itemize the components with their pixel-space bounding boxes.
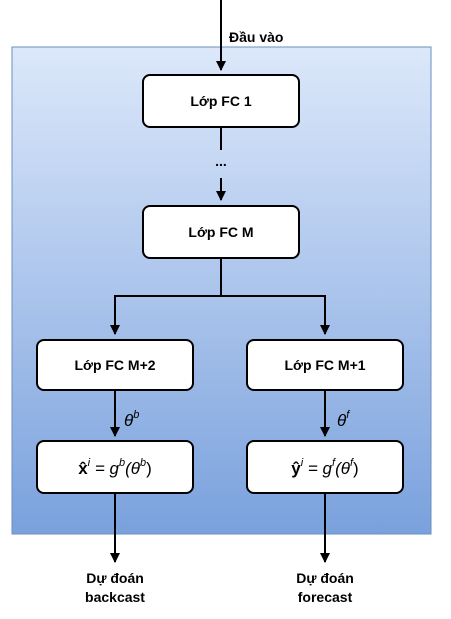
backcast-output-line1: Dự đoán <box>86 570 144 586</box>
forecast-output-line1: Dự đoán <box>296 570 354 586</box>
backcast-output-line2: backcast <box>85 589 145 605</box>
fc-layer-1-label: Lớp FC 1 <box>190 93 251 109</box>
backcast-formula: x̂i = gb(θb) <box>78 457 152 478</box>
fc-layer-m2-label: Lớp FC M+2 <box>74 357 155 373</box>
ellipsis-label: ... <box>215 153 227 169</box>
input-label: Đầu vào <box>229 29 283 45</box>
forecast-output-line2: forecast <box>298 589 353 605</box>
theta-f-label: θf <box>337 409 350 430</box>
forecast-formula: ŷi = gf(θf) <box>291 457 358 478</box>
fc-layer-m-label: Lớp FC M <box>188 224 253 240</box>
fc-layer-m1-label: Lớp FC M+1 <box>284 357 365 373</box>
theta-b-label: θb <box>124 409 139 430</box>
